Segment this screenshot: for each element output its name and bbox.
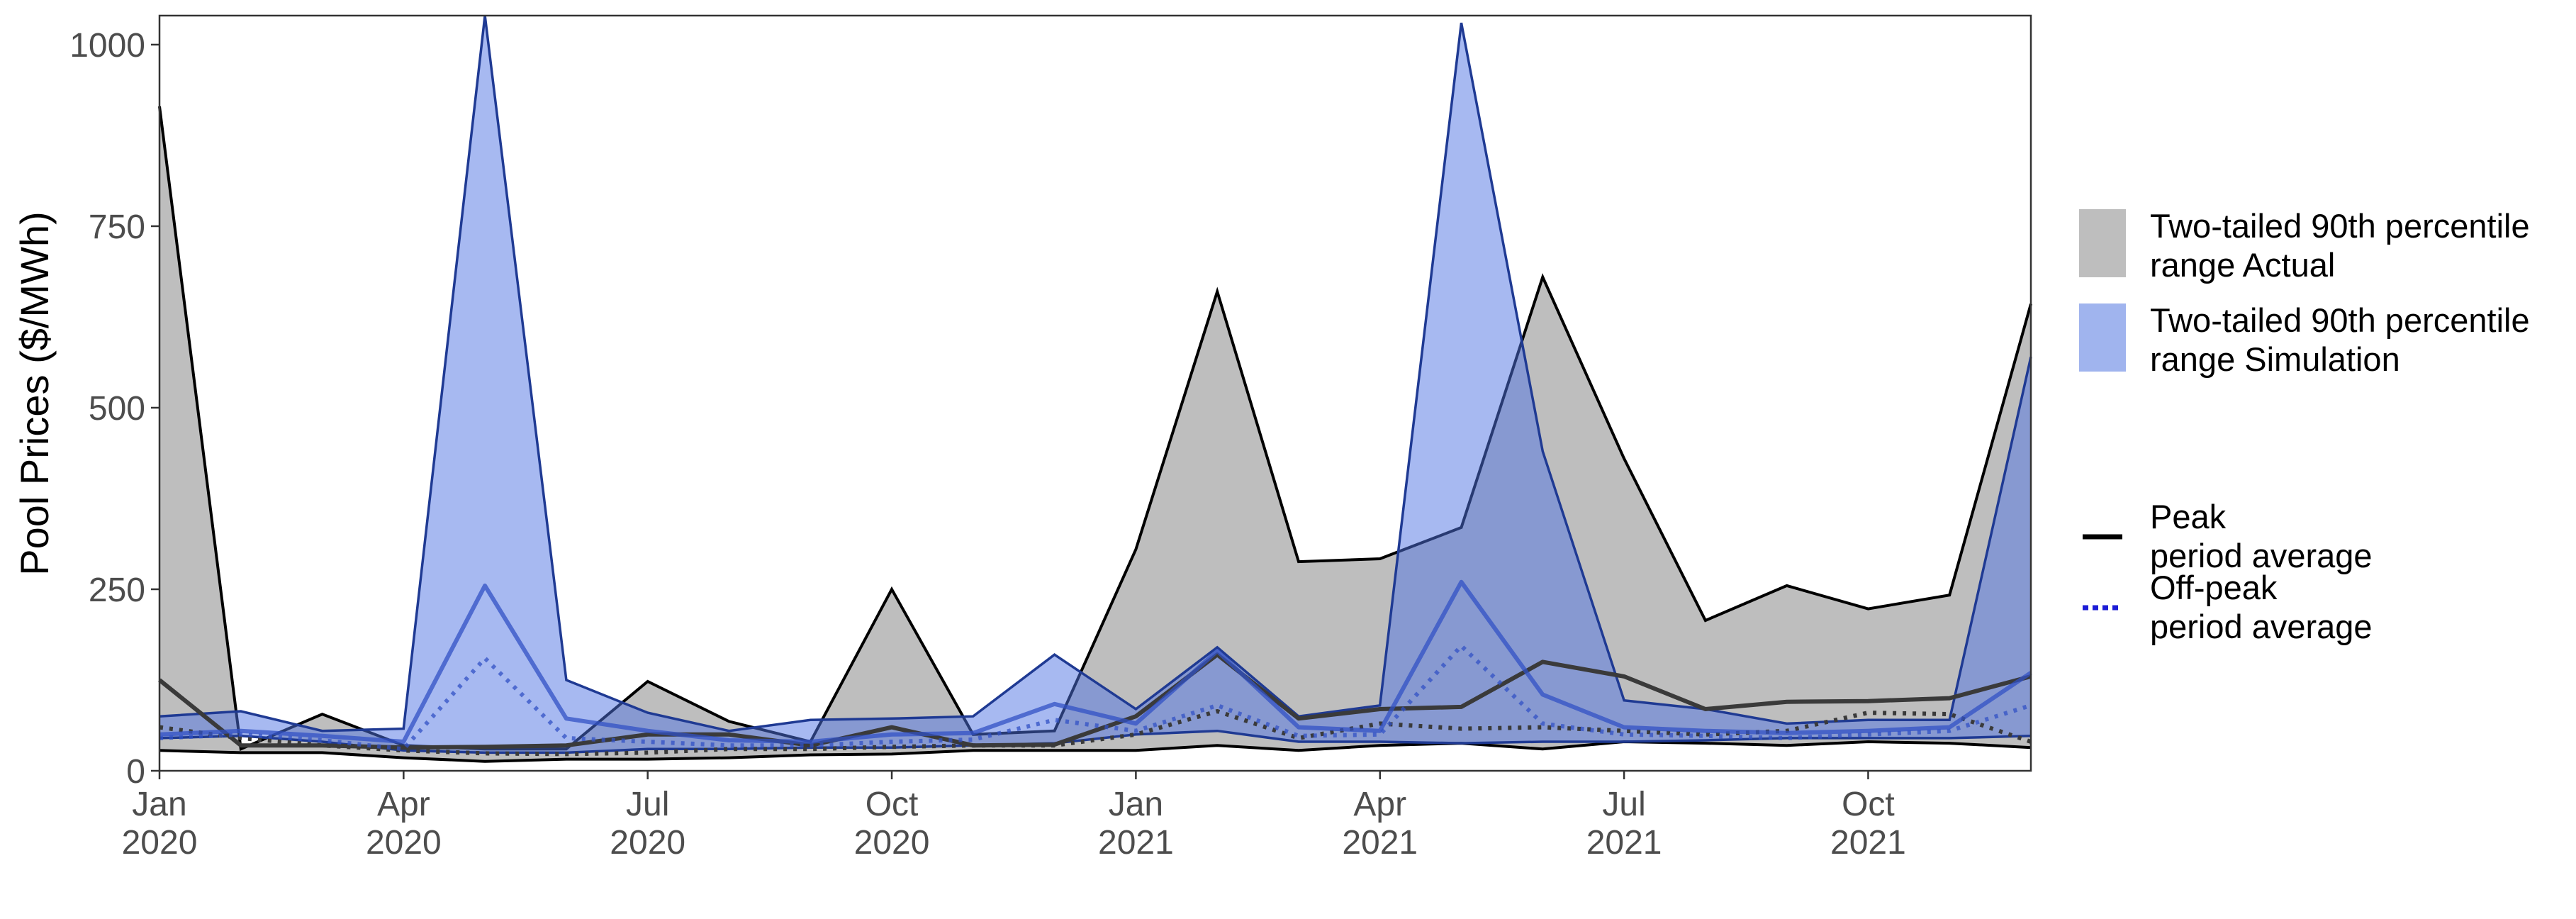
x-tick-label: Apr 2021 xyxy=(1342,786,1418,862)
x-tick-label-line: Apr xyxy=(377,786,430,823)
x-tick-label: Jan 2020 xyxy=(122,786,198,862)
x-tick-label-line: Jul xyxy=(626,786,669,823)
x-tick-label-line: 2020 xyxy=(854,824,930,862)
y-tick-label: 1000 xyxy=(69,27,145,65)
x-tick-label-line: Jan xyxy=(132,786,186,823)
x-tick-label-line: 2020 xyxy=(610,824,685,862)
y-tick-label: 250 xyxy=(89,572,145,609)
x-tick-label-line: Jul xyxy=(1602,786,1645,823)
legend-label-line: period average xyxy=(2150,537,2373,574)
legend-label-simulation: Two-tailed 90th percentile range Simulati… xyxy=(2150,301,2530,378)
x-tick-label-line: Apr xyxy=(1353,786,1406,823)
y-axis-label: Pool Prices ($/MWh) xyxy=(12,211,57,575)
legend-label-peak: Peak period average xyxy=(2150,498,2373,574)
simulation-range-band xyxy=(159,16,2031,753)
x-tick-label-line: Oct xyxy=(866,786,919,823)
legend-label-actual: Two-tailed 90th percentile range Actual xyxy=(2150,207,2530,284)
legend-label-line: Two-tailed 90th percentile xyxy=(2150,301,2530,339)
simulation-range-lower-line xyxy=(159,729,2032,754)
offpeak-simulation-line xyxy=(159,643,2032,752)
x-tick-label-line: 2020 xyxy=(366,824,442,862)
x-tick-label: Apr 2020 xyxy=(366,786,442,862)
x-tick-label-line: 2021 xyxy=(1586,824,1662,862)
peak-actual-line xyxy=(158,652,2032,750)
actual-range-lower-line xyxy=(159,740,2032,763)
legend-key-actual-range xyxy=(2079,209,2126,277)
x-tick-label-line: Oct xyxy=(1842,786,1895,823)
peak-simulation-line xyxy=(159,579,2032,744)
legend-label-line: range Actual xyxy=(2150,246,2335,284)
x-tick-label-line: 2021 xyxy=(1098,824,1174,862)
legend-label-line: Off-peak xyxy=(2150,569,2278,606)
plot-panel-border xyxy=(158,14,2032,772)
y-tick-label: 500 xyxy=(89,390,145,428)
offpeak-actual-line xyxy=(159,709,2032,757)
x-tick-label: Jul 2021 xyxy=(1586,786,1662,862)
legend-key-simulation-range xyxy=(2079,303,2126,372)
series-layer xyxy=(158,15,2032,763)
x-tick-label: Jul 2020 xyxy=(610,786,685,862)
y-tick-label: 0 xyxy=(126,753,145,791)
legend-label-line: Peak xyxy=(2150,498,2227,535)
y-tick-label: 750 xyxy=(89,208,145,246)
x-tick-label: Oct 2021 xyxy=(1830,786,1906,862)
x-tick-label-line: 2021 xyxy=(1830,824,1906,862)
x-tick-label: Jan 2021 xyxy=(1098,786,1174,862)
y-axis: 0 250 500 750 1000 xyxy=(69,27,159,791)
x-tick-label-line: 2020 xyxy=(122,824,198,862)
legend-label-line: range Simulation xyxy=(2150,340,2400,378)
legend-label-offpeak: Off-peak period average xyxy=(2150,569,2373,645)
legend: Two-tailed 90th percentile range ActualTw… xyxy=(2079,207,2530,645)
x-tick-label-line: 2021 xyxy=(1342,824,1418,862)
x-tick-label: Oct 2020 xyxy=(854,786,930,862)
legend-label-line: Two-tailed 90th percentile xyxy=(2150,207,2530,245)
legend-label-line: period average xyxy=(2150,608,2373,645)
x-tick-label-line: Jan xyxy=(1109,786,1163,823)
simulation-range-upper-line xyxy=(159,15,2032,733)
